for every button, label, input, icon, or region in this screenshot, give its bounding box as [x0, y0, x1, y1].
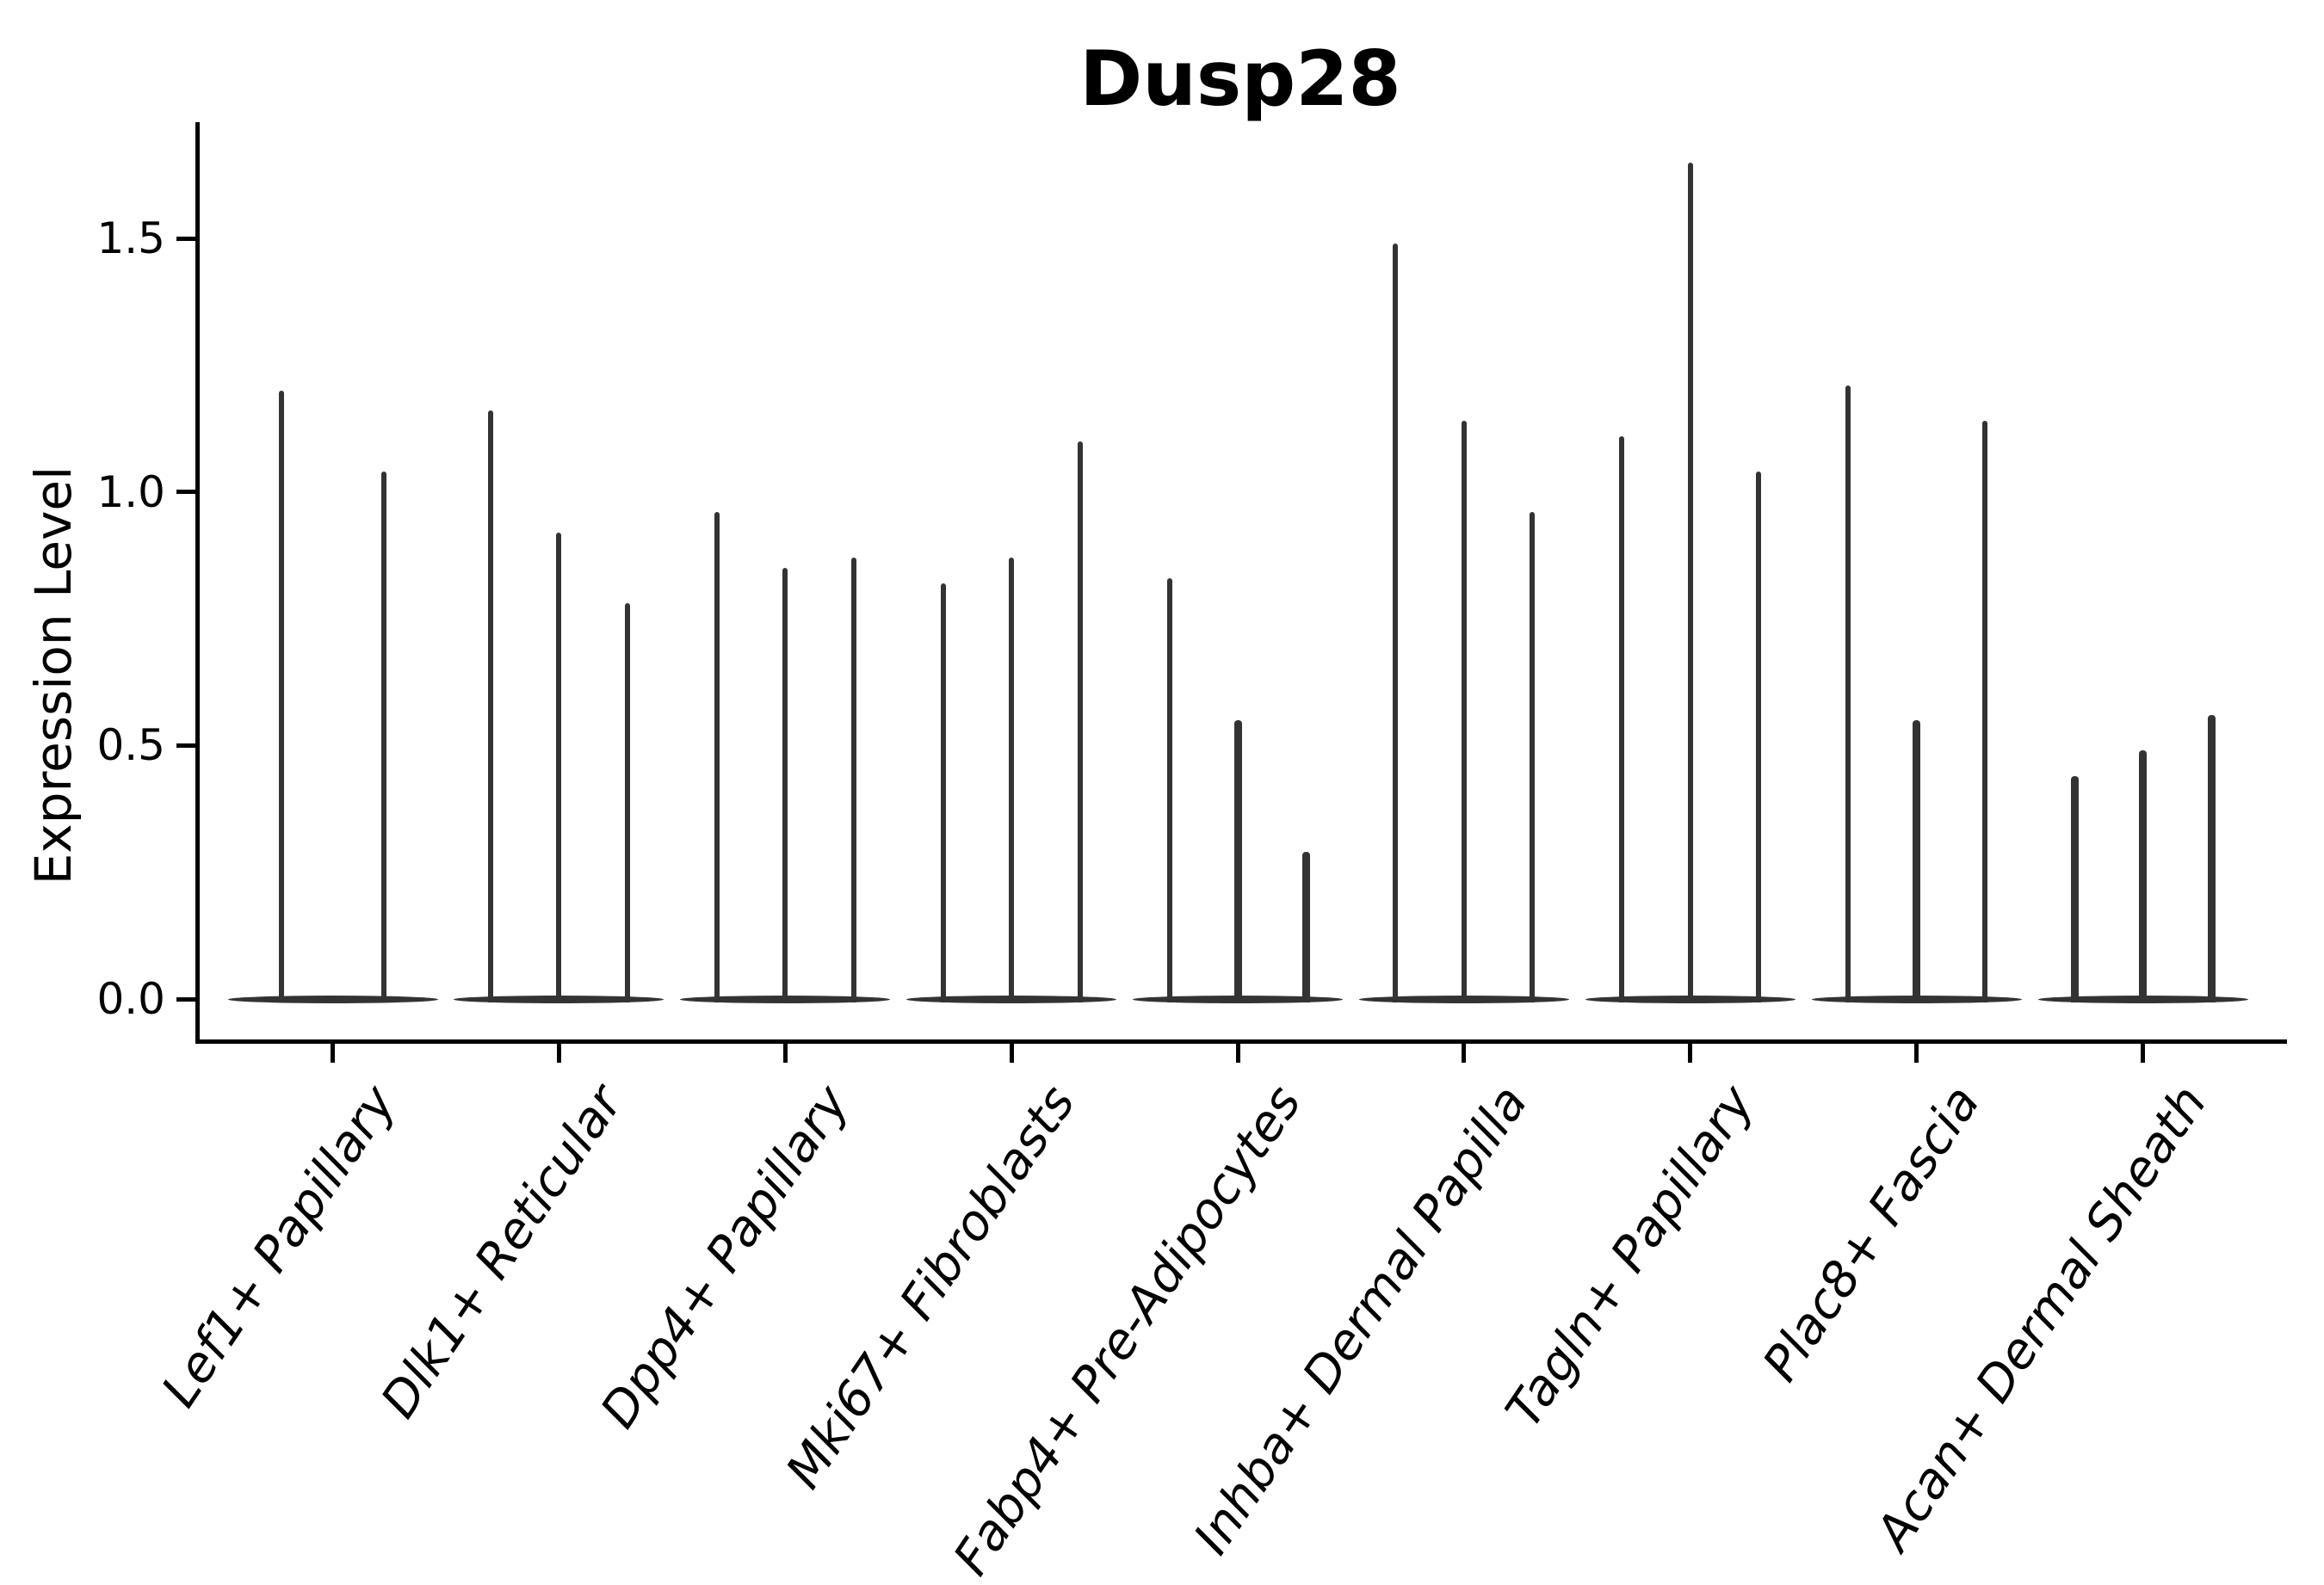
x-tick-mark — [331, 1044, 335, 1063]
x-tick-mark — [2141, 1044, 2145, 1063]
x-axis-spine — [195, 1039, 2287, 1044]
violin-spike — [1233, 719, 1242, 1002]
x-tick-label: Tagln+ Papillary — [1494, 1076, 1765, 1438]
violin-spike — [278, 390, 284, 1002]
violin-spike — [850, 558, 856, 1002]
violin-spike — [2070, 775, 2079, 1002]
violin-spike — [1393, 243, 1399, 1002]
x-tick-mark — [1009, 1044, 1014, 1063]
x-tick-label: Dlk1+ Reticular — [370, 1076, 634, 1428]
x-tick-label: Dpp4+ Papillary — [590, 1076, 860, 1439]
x-tick-mark — [1914, 1044, 1919, 1063]
x-tick-mark — [556, 1044, 561, 1063]
violin-spike — [2139, 750, 2147, 1002]
violin-spike — [381, 472, 387, 1002]
violin-base — [227, 995, 438, 1003]
violin-spike — [1461, 421, 1467, 1002]
y-tick-mark — [176, 236, 195, 241]
violin-spike — [556, 532, 562, 1002]
y-axis-spine — [195, 122, 200, 1044]
violin-spike — [1166, 577, 1172, 1002]
violin-spike — [1530, 512, 1536, 1002]
x-tick-mark — [782, 1044, 788, 1063]
chart-title: Dusp28 — [1079, 34, 1401, 123]
y-tick-mark — [176, 490, 195, 495]
violin-spike — [1077, 441, 1083, 1002]
violin-spike — [782, 568, 788, 1002]
violin-spike — [1619, 435, 1625, 1002]
x-tick-mark — [1462, 1044, 1467, 1063]
x-tick-mark — [1688, 1044, 1693, 1063]
y-axis-label: Expression Level — [24, 466, 83, 885]
y-tick-label: 0.5 — [96, 720, 165, 771]
violin-spike — [624, 603, 630, 1002]
y-tick-label: 1.5 — [96, 213, 165, 263]
x-tick-label: Lef1+ Papillary — [151, 1076, 408, 1417]
violin-plot-figure: Dusp28 Expression Level 0.0 0.5 1.0 1.5 Lef1… — [24, 34, 2287, 1585]
x-tick-label: Plac8+ Fascia — [1752, 1076, 1992, 1391]
violin-spike — [940, 583, 946, 1002]
y-tick-mark — [176, 743, 195, 748]
violin-spike — [1913, 719, 1921, 1002]
violin-spike — [1009, 558, 1015, 1002]
violin-spike — [1687, 162, 1693, 1002]
violin-spike — [487, 410, 493, 1002]
violin-spike — [1982, 421, 1988, 1002]
violin-spike — [1756, 472, 1762, 1002]
violin-spike — [1845, 385, 1851, 1002]
x-tick-mark — [1235, 1044, 1240, 1063]
y-tick-label: 0.0 — [96, 974, 165, 1024]
y-tick-mark — [176, 996, 195, 1002]
y-tick-label: 1.0 — [96, 466, 165, 517]
violin-spike — [714, 512, 720, 1002]
violin-spike — [1302, 852, 1310, 1002]
violin-spike — [2207, 714, 2216, 1002]
